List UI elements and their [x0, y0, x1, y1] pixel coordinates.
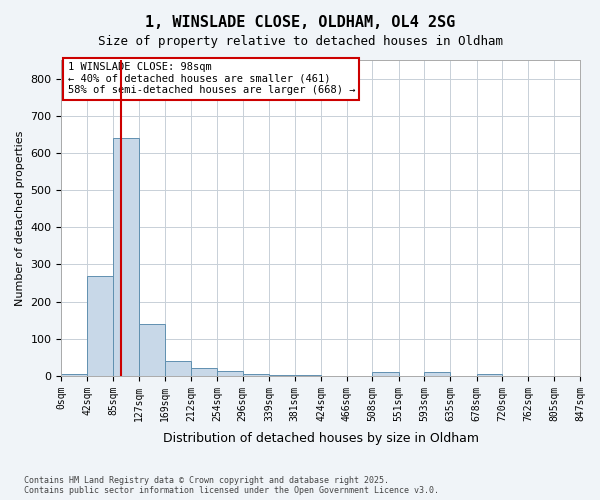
Text: Size of property relative to detached houses in Oldham: Size of property relative to detached ho…: [97, 35, 503, 48]
Bar: [476, 374, 502, 376]
Bar: [113, 138, 139, 376]
Bar: [61, 374, 87, 376]
Text: 1, WINSLADE CLOSE, OLDHAM, OL4 2SG: 1, WINSLADE CLOSE, OLDHAM, OL4 2SG: [145, 15, 455, 30]
X-axis label: Distribution of detached houses by size in Oldham: Distribution of detached houses by size …: [163, 432, 479, 445]
Bar: [269, 375, 295, 376]
Bar: [191, 368, 217, 376]
Bar: [373, 372, 399, 376]
Bar: [242, 374, 269, 376]
Text: 1 WINSLADE CLOSE: 98sqm
← 40% of detached houses are smaller (461)
58% of semi-d: 1 WINSLADE CLOSE: 98sqm ← 40% of detache…: [68, 62, 355, 96]
Text: Contains HM Land Registry data © Crown copyright and database right 2025.
Contai: Contains HM Land Registry data © Crown c…: [24, 476, 439, 495]
Bar: [139, 324, 165, 376]
Bar: [424, 372, 450, 376]
Y-axis label: Number of detached properties: Number of detached properties: [15, 130, 25, 306]
Bar: [87, 276, 113, 376]
Bar: [217, 372, 242, 376]
Bar: [295, 375, 321, 376]
Bar: [165, 361, 191, 376]
